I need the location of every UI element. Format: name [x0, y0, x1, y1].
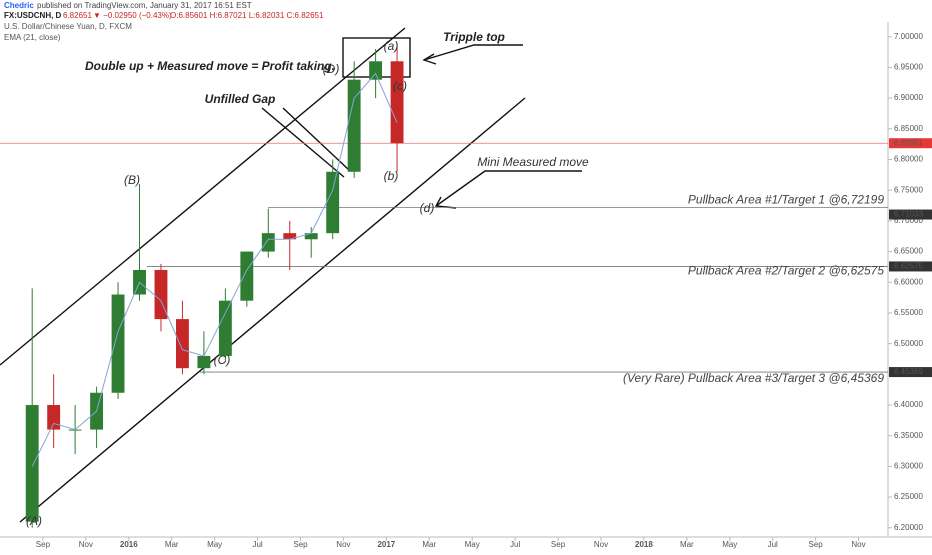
- candle-body: [261, 233, 275, 252]
- annotation: (a): [384, 39, 399, 53]
- y-tick-label: 6.95000: [894, 63, 923, 72]
- annotation: Mini Measured move: [477, 155, 589, 169]
- level-label: Pullback Area #2/Target 2 @6,62575: [688, 264, 884, 278]
- candle-body: [47, 405, 61, 430]
- annotation: Double up + Measured move = Profit takin…: [85, 59, 335, 73]
- annotation: (d): [420, 201, 435, 215]
- channel-lower: [19, 97, 526, 523]
- level-label: (Very Rare) Pullback Area #3/Target 3 @6…: [623, 371, 884, 385]
- candle-body: [390, 61, 404, 144]
- candle-body: [304, 233, 318, 240]
- y-tick-label: 6.75000: [894, 185, 923, 194]
- y-tick-label: 6.40000: [894, 400, 923, 409]
- x-tick-label: Mar: [165, 540, 179, 549]
- y-tick-label: 6.25000: [894, 492, 923, 501]
- x-tick-label: 2016: [120, 540, 138, 549]
- candle-body: [326, 171, 340, 234]
- annotation: (C): [214, 353, 231, 367]
- tripple-arrow: [423, 44, 523, 61]
- candle-body: [283, 233, 297, 240]
- y-tick-label: 6.70000: [894, 216, 923, 225]
- x-tick-label: Sep: [293, 540, 308, 549]
- x-tick-label: Mar: [680, 540, 694, 549]
- price-label: 6.62575: [894, 262, 923, 271]
- annotation: Tripple top: [443, 30, 505, 44]
- y-tick-label: 6.65000: [894, 247, 923, 256]
- ema-line: [31, 72, 398, 467]
- candle-body: [347, 79, 361, 172]
- candle-body: [176, 319, 189, 369]
- x-tick-label: Jul: [252, 540, 262, 549]
- price-label-box: [889, 261, 932, 272]
- y-tick-label: 6.55000: [894, 308, 923, 317]
- candle-body: [369, 61, 383, 80]
- x-tick-label: Jul: [768, 540, 778, 549]
- price-label-box: [889, 209, 932, 220]
- x-tick-label: 2018: [635, 540, 653, 549]
- arrowhead: [422, 53, 437, 65]
- x-tick-label: May: [722, 540, 737, 549]
- price-label-box: [889, 367, 932, 378]
- annotation: (B): [124, 173, 140, 187]
- y-tick-label: 6.80000: [894, 155, 923, 164]
- x-tick-label: 2017: [377, 540, 395, 549]
- gap-pointer: [261, 107, 345, 178]
- candle-body: [197, 355, 211, 369]
- x-tick-label: Sep: [808, 540, 823, 549]
- annotation: (c): [393, 79, 407, 93]
- y-tick-label: 6.90000: [894, 93, 923, 102]
- y-tick-label: 6.30000: [894, 462, 923, 471]
- y-tick-label: 7.00000: [894, 32, 923, 41]
- mini-arrow: [435, 170, 582, 207]
- channel-upper: [0, 27, 406, 366]
- price-label: 6.45369: [894, 367, 923, 376]
- current-price-box: [889, 138, 932, 149]
- gap-pointer: [282, 107, 350, 171]
- x-tick-label: Sep: [551, 540, 566, 549]
- x-tick-label: Nov: [79, 540, 93, 549]
- y-tick-label: 6.20000: [894, 523, 923, 532]
- candle-body: [240, 251, 254, 301]
- x-tick-label: May: [207, 540, 222, 549]
- symbol: FX:USDCNH, D: [4, 11, 62, 20]
- price-label: 6.71033: [894, 210, 923, 219]
- x-tick-label: Mar: [422, 540, 436, 549]
- annotation: (D): [323, 62, 340, 76]
- y-tick-label: 6.50000: [894, 339, 923, 348]
- x-tick-label: Nov: [594, 540, 608, 549]
- x-tick-label: Nov: [851, 540, 865, 549]
- y-tick-label: 6.35000: [894, 431, 923, 440]
- level-label: Pullback Area #1/Target 1 @6,72199: [688, 193, 884, 207]
- author: Chedric: [4, 1, 34, 10]
- candle-body: [111, 294, 125, 393]
- x-tick-label: Jul: [510, 540, 520, 549]
- annotation: (b): [384, 169, 399, 183]
- x-tick-label: Sep: [36, 540, 51, 549]
- x-tick-label: May: [465, 540, 480, 549]
- y-tick-label: 6.60000: [894, 277, 923, 286]
- indicator: EMA (21, close): [4, 33, 61, 42]
- change: ▼ −0.02950 (−0.43%): [93, 11, 172, 20]
- last: 6.82651: [63, 11, 92, 20]
- drawings: [0, 27, 582, 523]
- published: published on TradingView.com, January 31…: [37, 1, 252, 10]
- annotation: Unfilled Gap: [205, 92, 276, 106]
- ohlc: O:6.85601 H:6.87021 L:6.82031 C:6.82651: [170, 11, 324, 20]
- y-tick-label: 6.85000: [894, 124, 923, 133]
- x-tick-label: Nov: [336, 540, 350, 549]
- candle-body: [218, 300, 232, 356]
- current-price-label: 6.82651: [894, 138, 923, 147]
- candle-body: [25, 405, 39, 522]
- title: U.S. Dollar/Chinese Yuan, D, FXCM: [4, 22, 132, 31]
- annotation: (A): [26, 514, 42, 528]
